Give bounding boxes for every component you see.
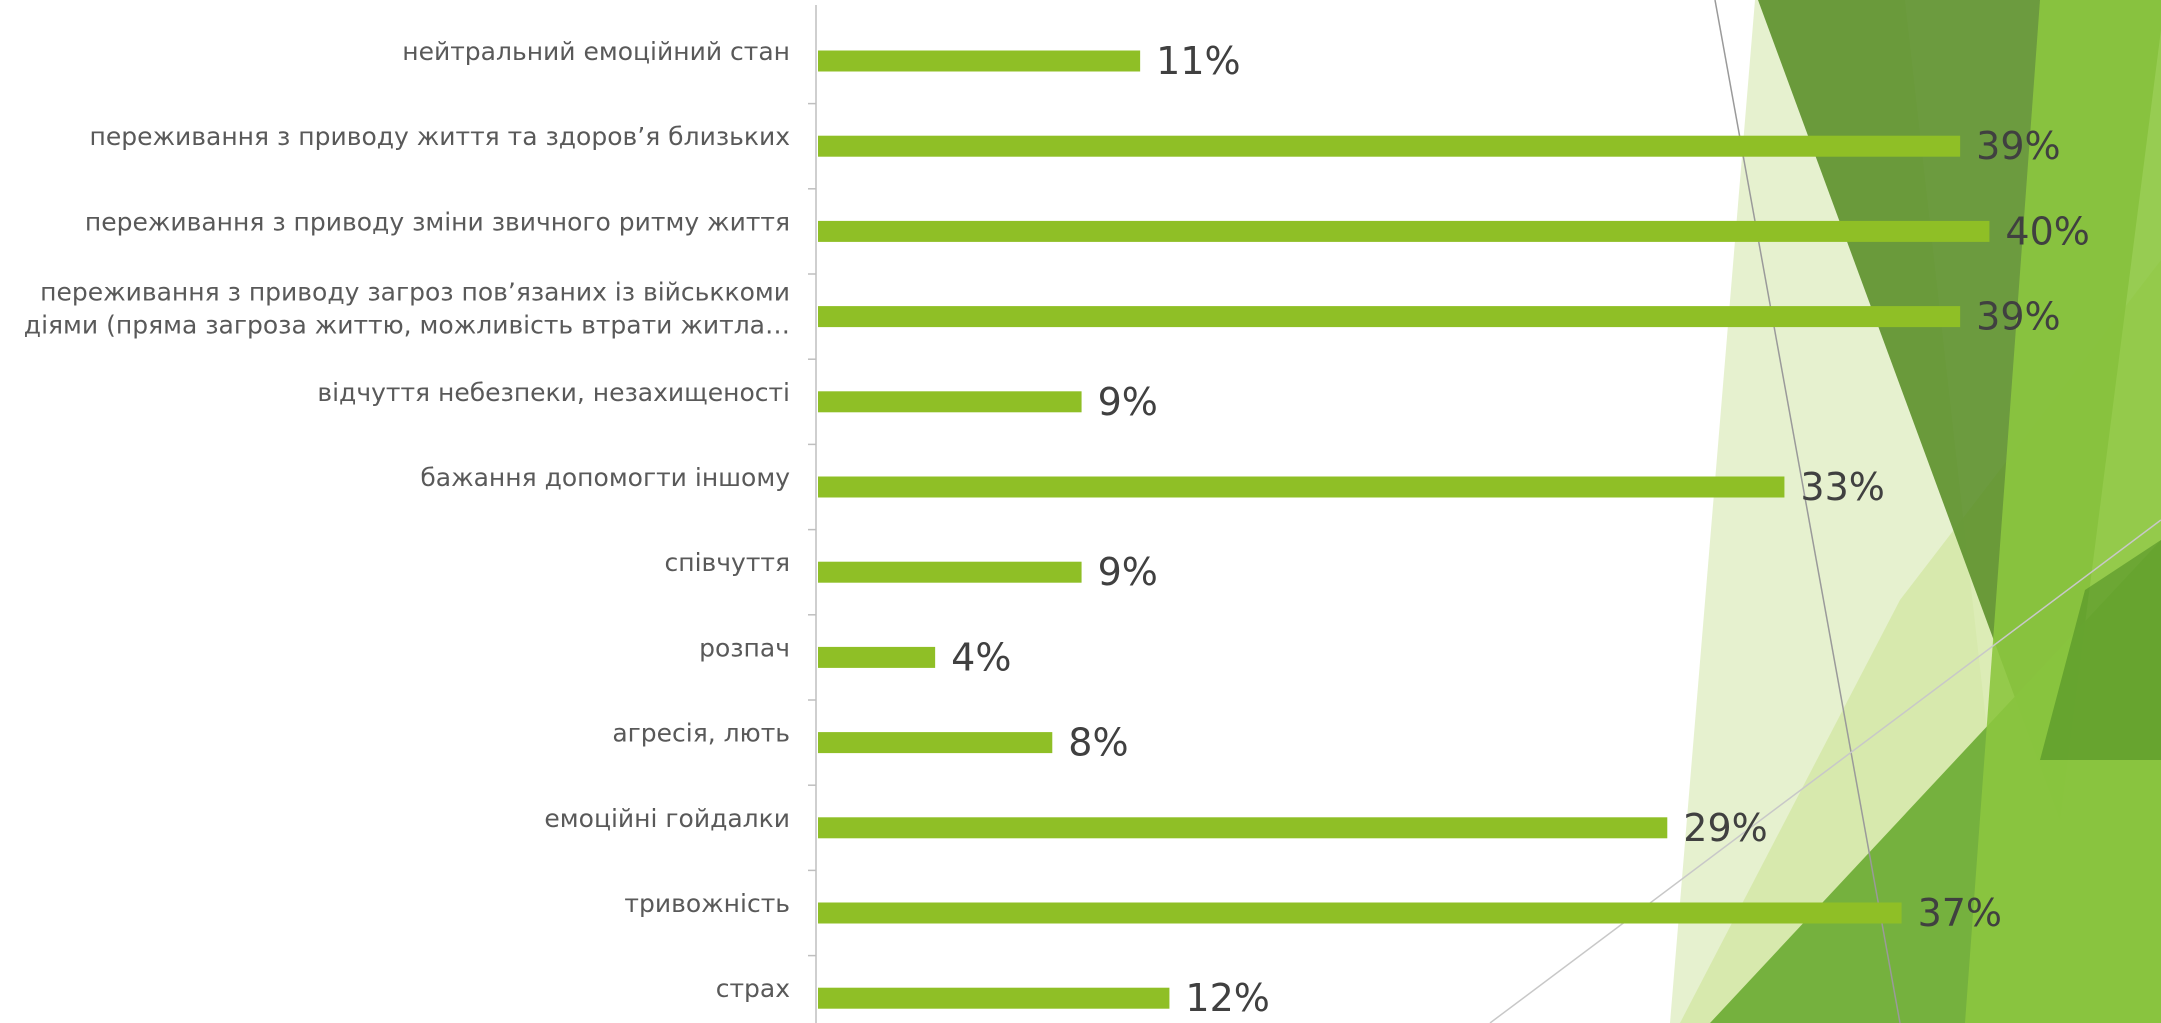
deco-thin-line-1 [1714,0,1901,1023]
category-label: бажання допомогти іншому [420,463,790,492]
bar [818,306,1961,328]
data-label: 40% [2005,209,2089,253]
data-label: 33% [1800,465,1884,509]
data-label: 9% [1098,380,1158,424]
category-label: агресія, лють [612,719,790,748]
bar [818,817,1668,839]
category-label: емоційні гойдалки [544,804,790,833]
data-label: 39% [1976,295,2060,339]
category-label: нейтральний емоційний стан [402,37,790,66]
category-label: співчуття [664,548,790,577]
category-label: переживання з приводу життя та здоров’я … [90,122,790,151]
bar [818,902,1902,924]
category-label: тривожність [624,889,790,918]
bar [818,476,1785,498]
bar [818,50,1141,72]
bar [818,391,1082,413]
data-label: 39% [1976,124,2060,168]
deco-thin-line-2 [1489,519,2161,1023]
data-label: 29% [1683,806,1767,850]
deco-deep-triangle [2040,540,2161,760]
category-label: відчуття небезпеки, незахищеності [317,378,790,407]
data-label: 9% [1098,550,1158,594]
category-label: переживання з приводу загроз пов’язаних … [24,278,790,340]
data-label: 37% [1918,891,2002,935]
bar [818,135,1961,157]
category-label: переживання з приводу зміни звичного рит… [85,207,790,236]
data-label: 11% [1156,39,1240,83]
bar [818,220,1990,242]
bar [818,646,936,668]
data-label: 12% [1185,976,1269,1020]
data-label: 4% [951,635,1011,679]
category-label: розпач [699,633,790,662]
bar [818,732,1053,754]
data-label: 8% [1068,721,1128,765]
category-label: страх [716,974,790,1003]
bar [818,561,1082,583]
deco-lime-strip [1965,0,2161,1023]
bar [818,987,1170,1009]
